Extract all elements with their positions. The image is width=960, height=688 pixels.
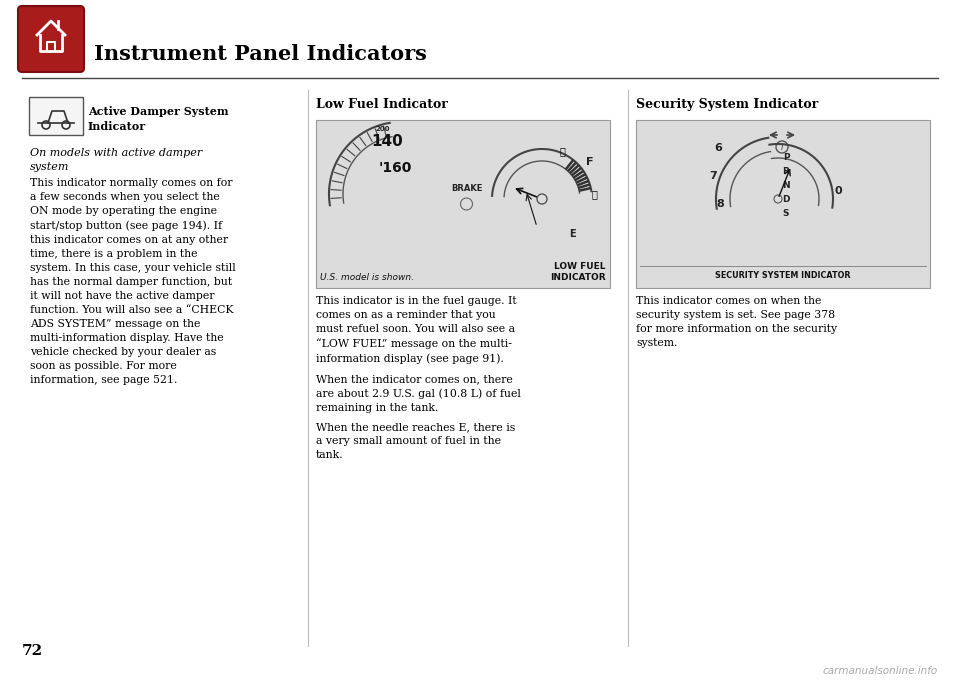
Text: Active Damper System
Indicator: Active Damper System Indicator [88,106,228,133]
Text: E: E [568,229,575,239]
Circle shape [537,194,547,204]
Text: 7: 7 [709,171,717,181]
Text: This indicator is in the fuel gauge. It
comes on as a reminder that you
must ref: This indicator is in the fuel gauge. It … [316,296,516,364]
Text: 6: 6 [714,143,722,153]
Circle shape [776,141,788,153]
Text: 140: 140 [372,134,403,149]
Text: This indicator comes on when the
security system is set. See page 378
for more i: This indicator comes on when the securit… [636,296,837,348]
Text: D: D [782,195,790,204]
Text: This indicator normally comes on for
a few seconds when you select the
ON mode b: This indicator normally comes on for a f… [30,178,236,385]
Text: Low Fuel Indicator: Low Fuel Indicator [316,98,448,111]
Text: When the needle reaches E, there is
a very small amount of fuel in the
tank.: When the needle reaches E, there is a ve… [316,422,516,460]
Text: '160: '160 [379,161,413,175]
Text: S: S [782,208,789,217]
Text: U.S. model is shown.: U.S. model is shown. [320,273,414,282]
FancyBboxPatch shape [316,120,610,288]
FancyBboxPatch shape [29,97,83,135]
Text: 8: 8 [716,199,724,209]
Text: BRAKE: BRAKE [451,184,482,193]
Circle shape [461,198,472,210]
FancyBboxPatch shape [636,120,930,288]
Text: R: R [782,166,789,175]
Text: carmanualsonline.info: carmanualsonline.info [823,666,938,676]
Text: SECURITY SYSTEM INDICATOR: SECURITY SYSTEM INDICATOR [715,271,851,280]
Text: 0: 0 [834,186,842,196]
Text: N: N [782,180,790,189]
Text: P: P [782,153,789,162]
Text: Security System Indicator: Security System Indicator [636,98,818,111]
Text: 200: 200 [375,126,391,132]
Text: i: i [780,142,783,151]
Circle shape [774,195,782,203]
Text: Instrument Panel Indicators: Instrument Panel Indicators [94,44,427,64]
Text: 🚗: 🚗 [559,146,564,156]
Text: When the indicator comes on, there
are about 2.9 U.S. gal (10.8 L) of fuel
remai: When the indicator comes on, there are a… [316,374,521,413]
Text: LOW FUEL
INDICATOR: LOW FUEL INDICATOR [550,262,606,282]
Text: On models with active damper
system: On models with active damper system [30,148,203,172]
FancyBboxPatch shape [18,6,84,72]
Text: ⛽: ⛽ [591,189,597,199]
Text: 72: 72 [22,644,43,658]
Text: F: F [587,157,593,167]
